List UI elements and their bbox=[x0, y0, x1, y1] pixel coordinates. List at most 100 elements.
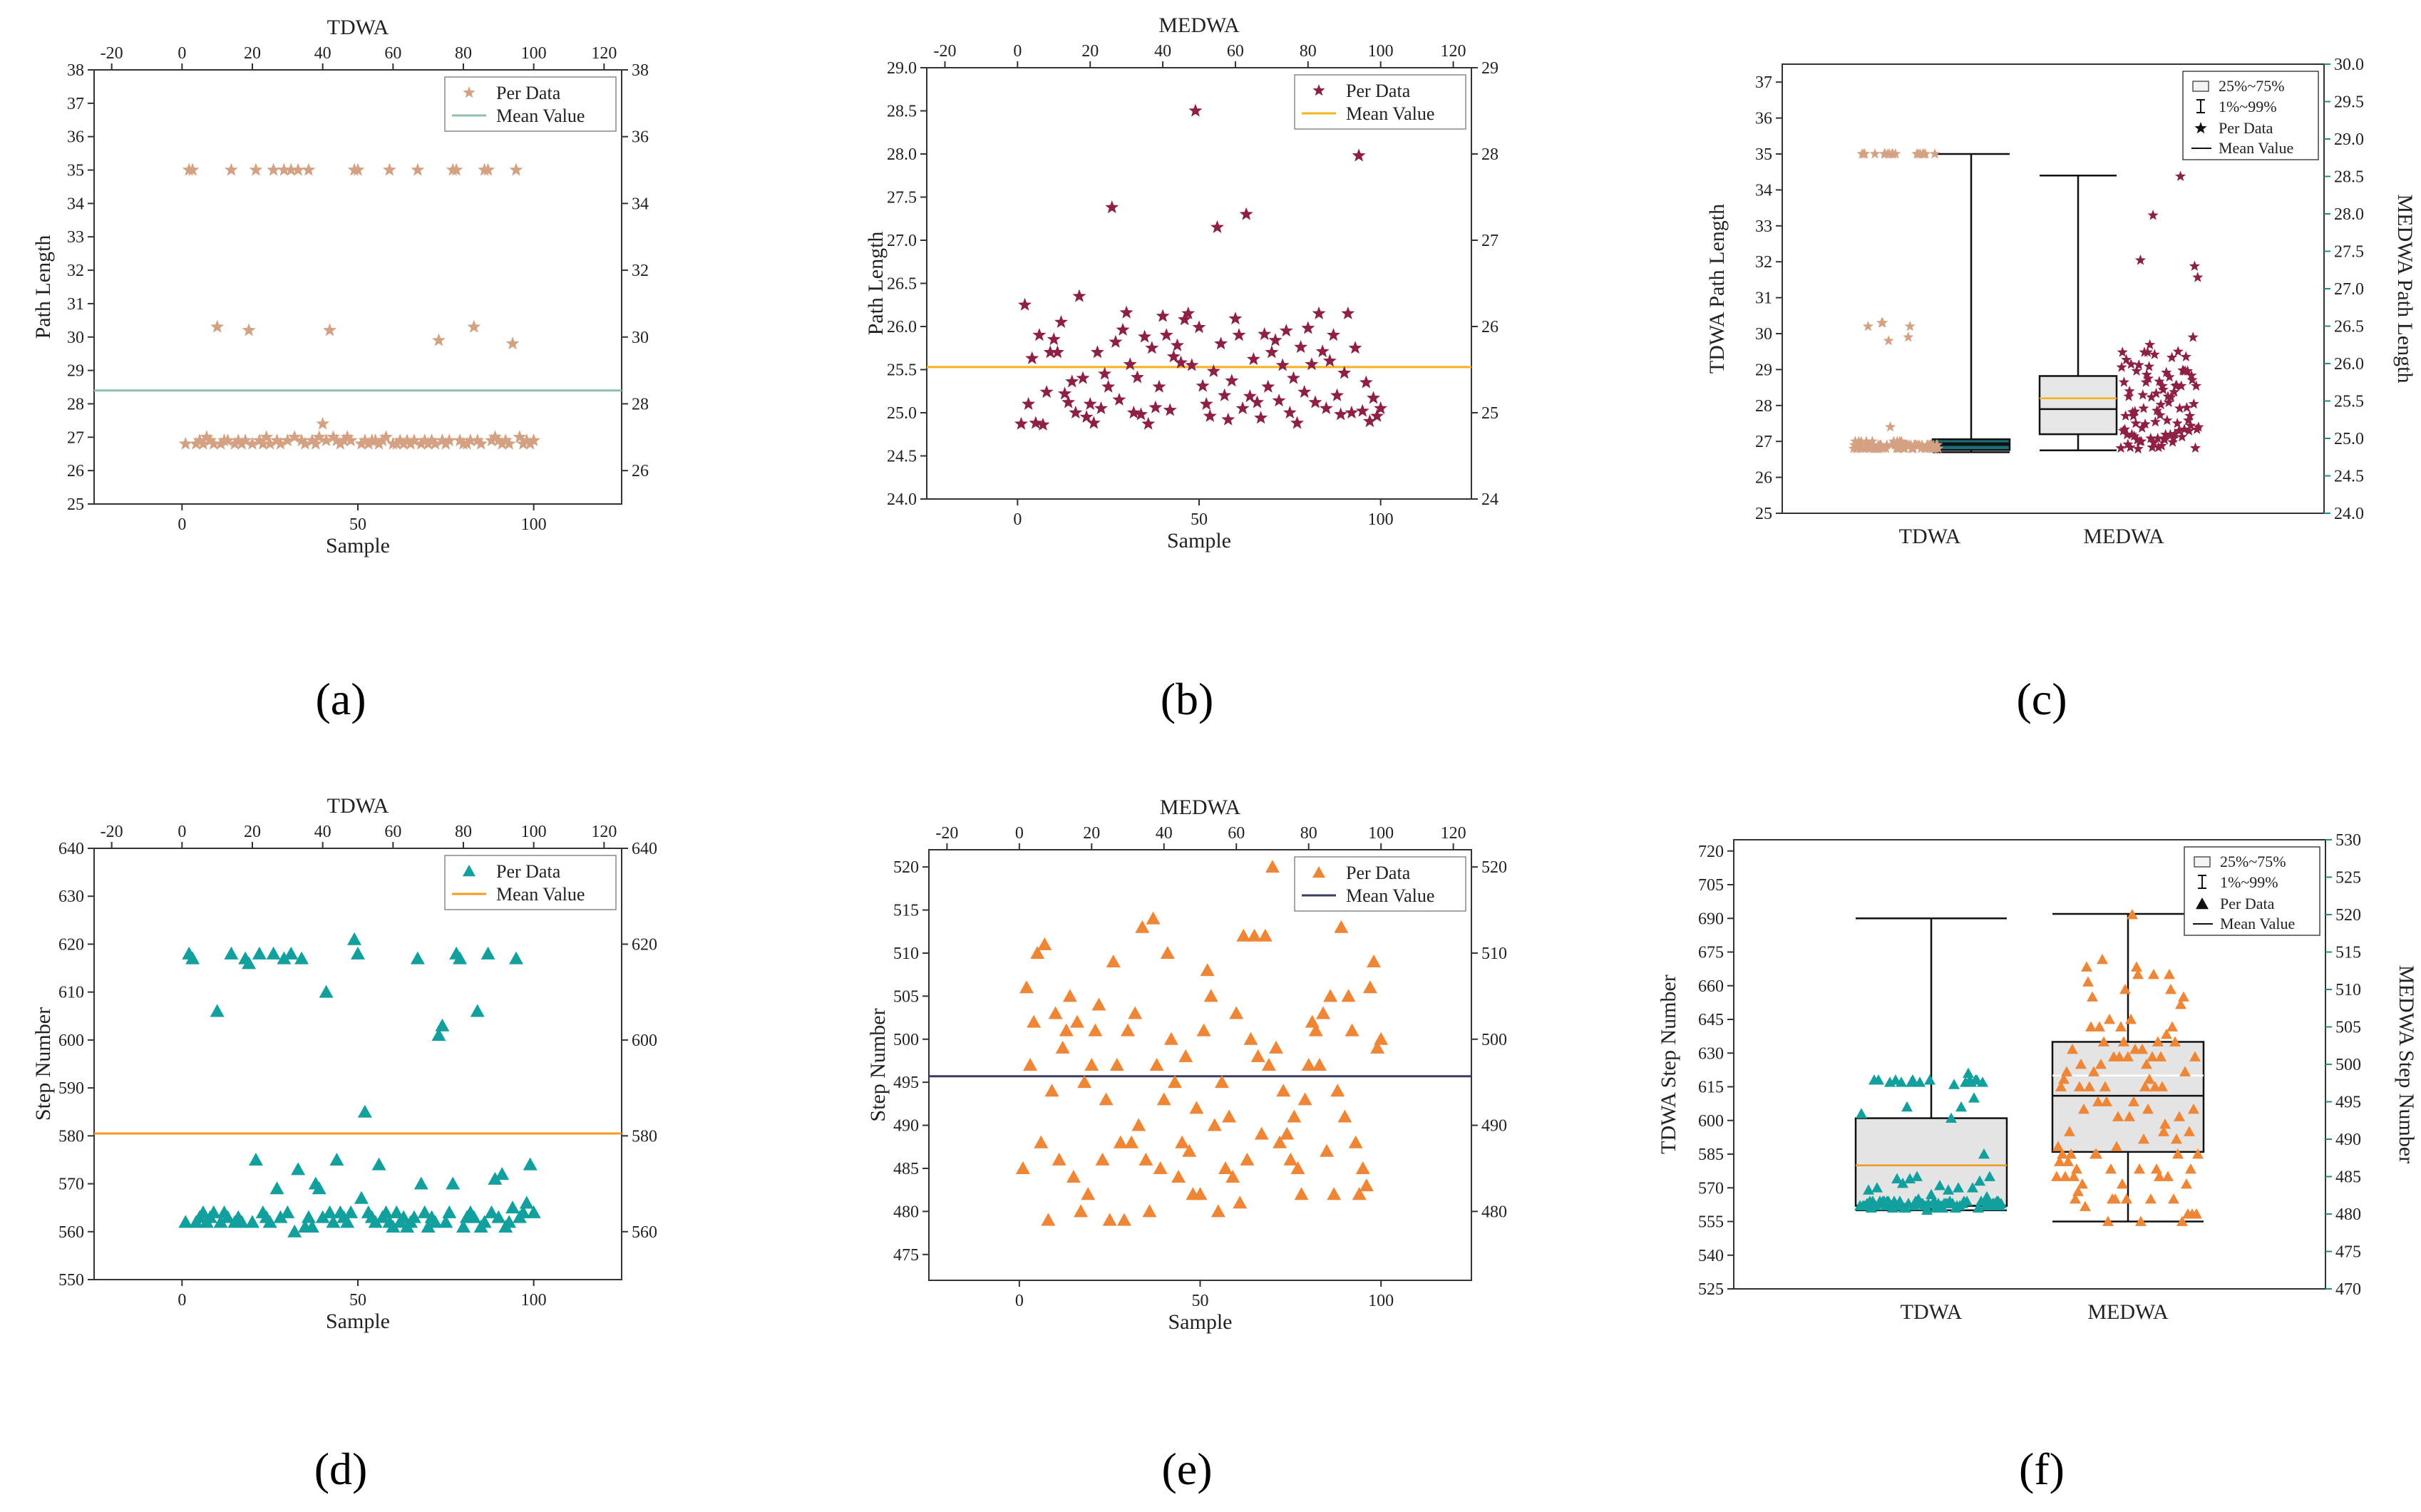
data-point bbox=[2186, 369, 2197, 381]
data-point bbox=[1240, 1152, 1255, 1166]
data-point bbox=[329, 433, 344, 447]
data-point bbox=[480, 946, 495, 960]
data-point bbox=[1023, 1058, 1038, 1071]
data-point bbox=[1968, 1092, 1980, 1103]
data-point bbox=[2087, 991, 2098, 1002]
data-point bbox=[389, 1205, 404, 1218]
legend-label: Per Data bbox=[496, 83, 561, 103]
data-point bbox=[2168, 1193, 2179, 1204]
data-point bbox=[1019, 980, 1034, 994]
data-point bbox=[213, 1215, 228, 1228]
data-point bbox=[1330, 388, 1345, 401]
data-point bbox=[2173, 425, 2184, 436]
data-point bbox=[1141, 416, 1156, 430]
data-point bbox=[1174, 355, 1188, 369]
y-tick-label: 38 bbox=[67, 61, 84, 80]
data-point bbox=[1258, 928, 1273, 942]
data-point bbox=[1047, 332, 1061, 346]
data-point bbox=[1312, 306, 1326, 319]
data-point bbox=[2057, 1148, 2068, 1159]
data-point bbox=[2145, 433, 2157, 443]
data-point bbox=[1877, 317, 1888, 328]
data-point bbox=[1156, 1092, 1171, 1106]
data-point bbox=[1973, 1202, 1984, 1213]
data-point bbox=[2149, 1081, 2161, 1091]
data-point bbox=[2137, 1044, 2148, 1054]
data-point bbox=[221, 433, 235, 447]
data-point bbox=[1233, 1195, 1248, 1209]
legend-box-swatch bbox=[2192, 81, 2209, 92]
y-tick-label: 29.0 bbox=[887, 59, 917, 78]
y2-tick-label: 38 bbox=[632, 61, 649, 80]
data-point bbox=[1196, 379, 1210, 392]
data-point bbox=[210, 319, 225, 333]
data-point bbox=[1374, 1032, 1389, 1045]
data-point bbox=[1170, 338, 1184, 351]
y-tick-label: 33 bbox=[1755, 217, 1772, 236]
x2-tick-label: 40 bbox=[314, 44, 331, 63]
data-point bbox=[284, 163, 298, 176]
data-point bbox=[2144, 339, 2156, 350]
data-point bbox=[2144, 361, 2155, 371]
legend-label: Per Data bbox=[496, 861, 561, 882]
data-point bbox=[463, 433, 478, 447]
data-point bbox=[2150, 388, 2162, 398]
data-point bbox=[2152, 405, 2163, 416]
data-point bbox=[1851, 443, 1863, 453]
data-point bbox=[404, 436, 418, 450]
data-point bbox=[509, 163, 523, 176]
data-point bbox=[1326, 328, 1340, 341]
data-point bbox=[1876, 1198, 1887, 1208]
chart-panel-b: MEDWA 24.0 24.5 25.0 25.5 26.0 26.5 27.0 27.5 28.… bbox=[864, 14, 1499, 552]
data-point bbox=[411, 163, 425, 176]
x2-tick-label: 20 bbox=[244, 823, 261, 841]
data-point bbox=[192, 433, 207, 447]
data-point bbox=[256, 436, 270, 450]
data-point bbox=[252, 433, 267, 447]
x-tick-label: 100 bbox=[1368, 510, 1394, 529]
chart-title: TDWA bbox=[327, 16, 389, 39]
data-point bbox=[2092, 1096, 2104, 1106]
data-point bbox=[523, 1157, 538, 1171]
data-point bbox=[1276, 1084, 1291, 1097]
y2-tick-label: 520 bbox=[1481, 858, 1507, 877]
y-tick-label: 27 bbox=[1755, 433, 1772, 451]
data-point bbox=[323, 323, 336, 336]
data-point bbox=[2132, 434, 2143, 445]
data-point bbox=[431, 1028, 446, 1042]
legend-label: Mean Value bbox=[2220, 915, 2295, 932]
y2-tick-label: 28.5 bbox=[2334, 168, 2364, 187]
y-tick-label: 515 bbox=[893, 902, 919, 920]
data-point bbox=[1203, 989, 1218, 1002]
charts-layer: TDWA 25 26 27 28 29 30 31 32 33 34 35 36 37 38 26 28 30 32… bbox=[31, 14, 2418, 1334]
data-point bbox=[1043, 345, 1057, 359]
x2-tick-label: 40 bbox=[1156, 824, 1173, 843]
data-point bbox=[527, 433, 541, 447]
data-point bbox=[1965, 1076, 1977, 1087]
data-point bbox=[368, 1215, 383, 1228]
data-point bbox=[495, 1167, 510, 1181]
data-point bbox=[245, 1215, 259, 1228]
data-point bbox=[2115, 1021, 2127, 1032]
y-tick-label: 485 bbox=[893, 1160, 919, 1178]
data-point bbox=[1030, 945, 1045, 959]
data-point bbox=[235, 436, 249, 450]
y2-tick-label: 25.0 bbox=[2334, 430, 2364, 448]
data-point bbox=[1308, 395, 1322, 408]
y2-tick-label: 510 bbox=[1481, 945, 1507, 963]
x-tick-label: 100 bbox=[1368, 1292, 1394, 1310]
data-point bbox=[1367, 955, 1382, 968]
data-point bbox=[1265, 860, 1280, 873]
data-point bbox=[1029, 416, 1043, 429]
y-tick-label: 37 bbox=[1755, 73, 1772, 92]
x-axis-label: Sample bbox=[326, 1310, 390, 1333]
data-point bbox=[2122, 438, 2134, 449]
data-point bbox=[2188, 1104, 2199, 1114]
data-point bbox=[1953, 1182, 1964, 1193]
data-point bbox=[2117, 1178, 2128, 1189]
data-point bbox=[467, 319, 481, 333]
legend-label: 1%~99% bbox=[2220, 873, 2278, 891]
data-point bbox=[470, 1004, 485, 1017]
x2-tick-label: 20 bbox=[1081, 42, 1099, 61]
data-point bbox=[1052, 1152, 1066, 1166]
